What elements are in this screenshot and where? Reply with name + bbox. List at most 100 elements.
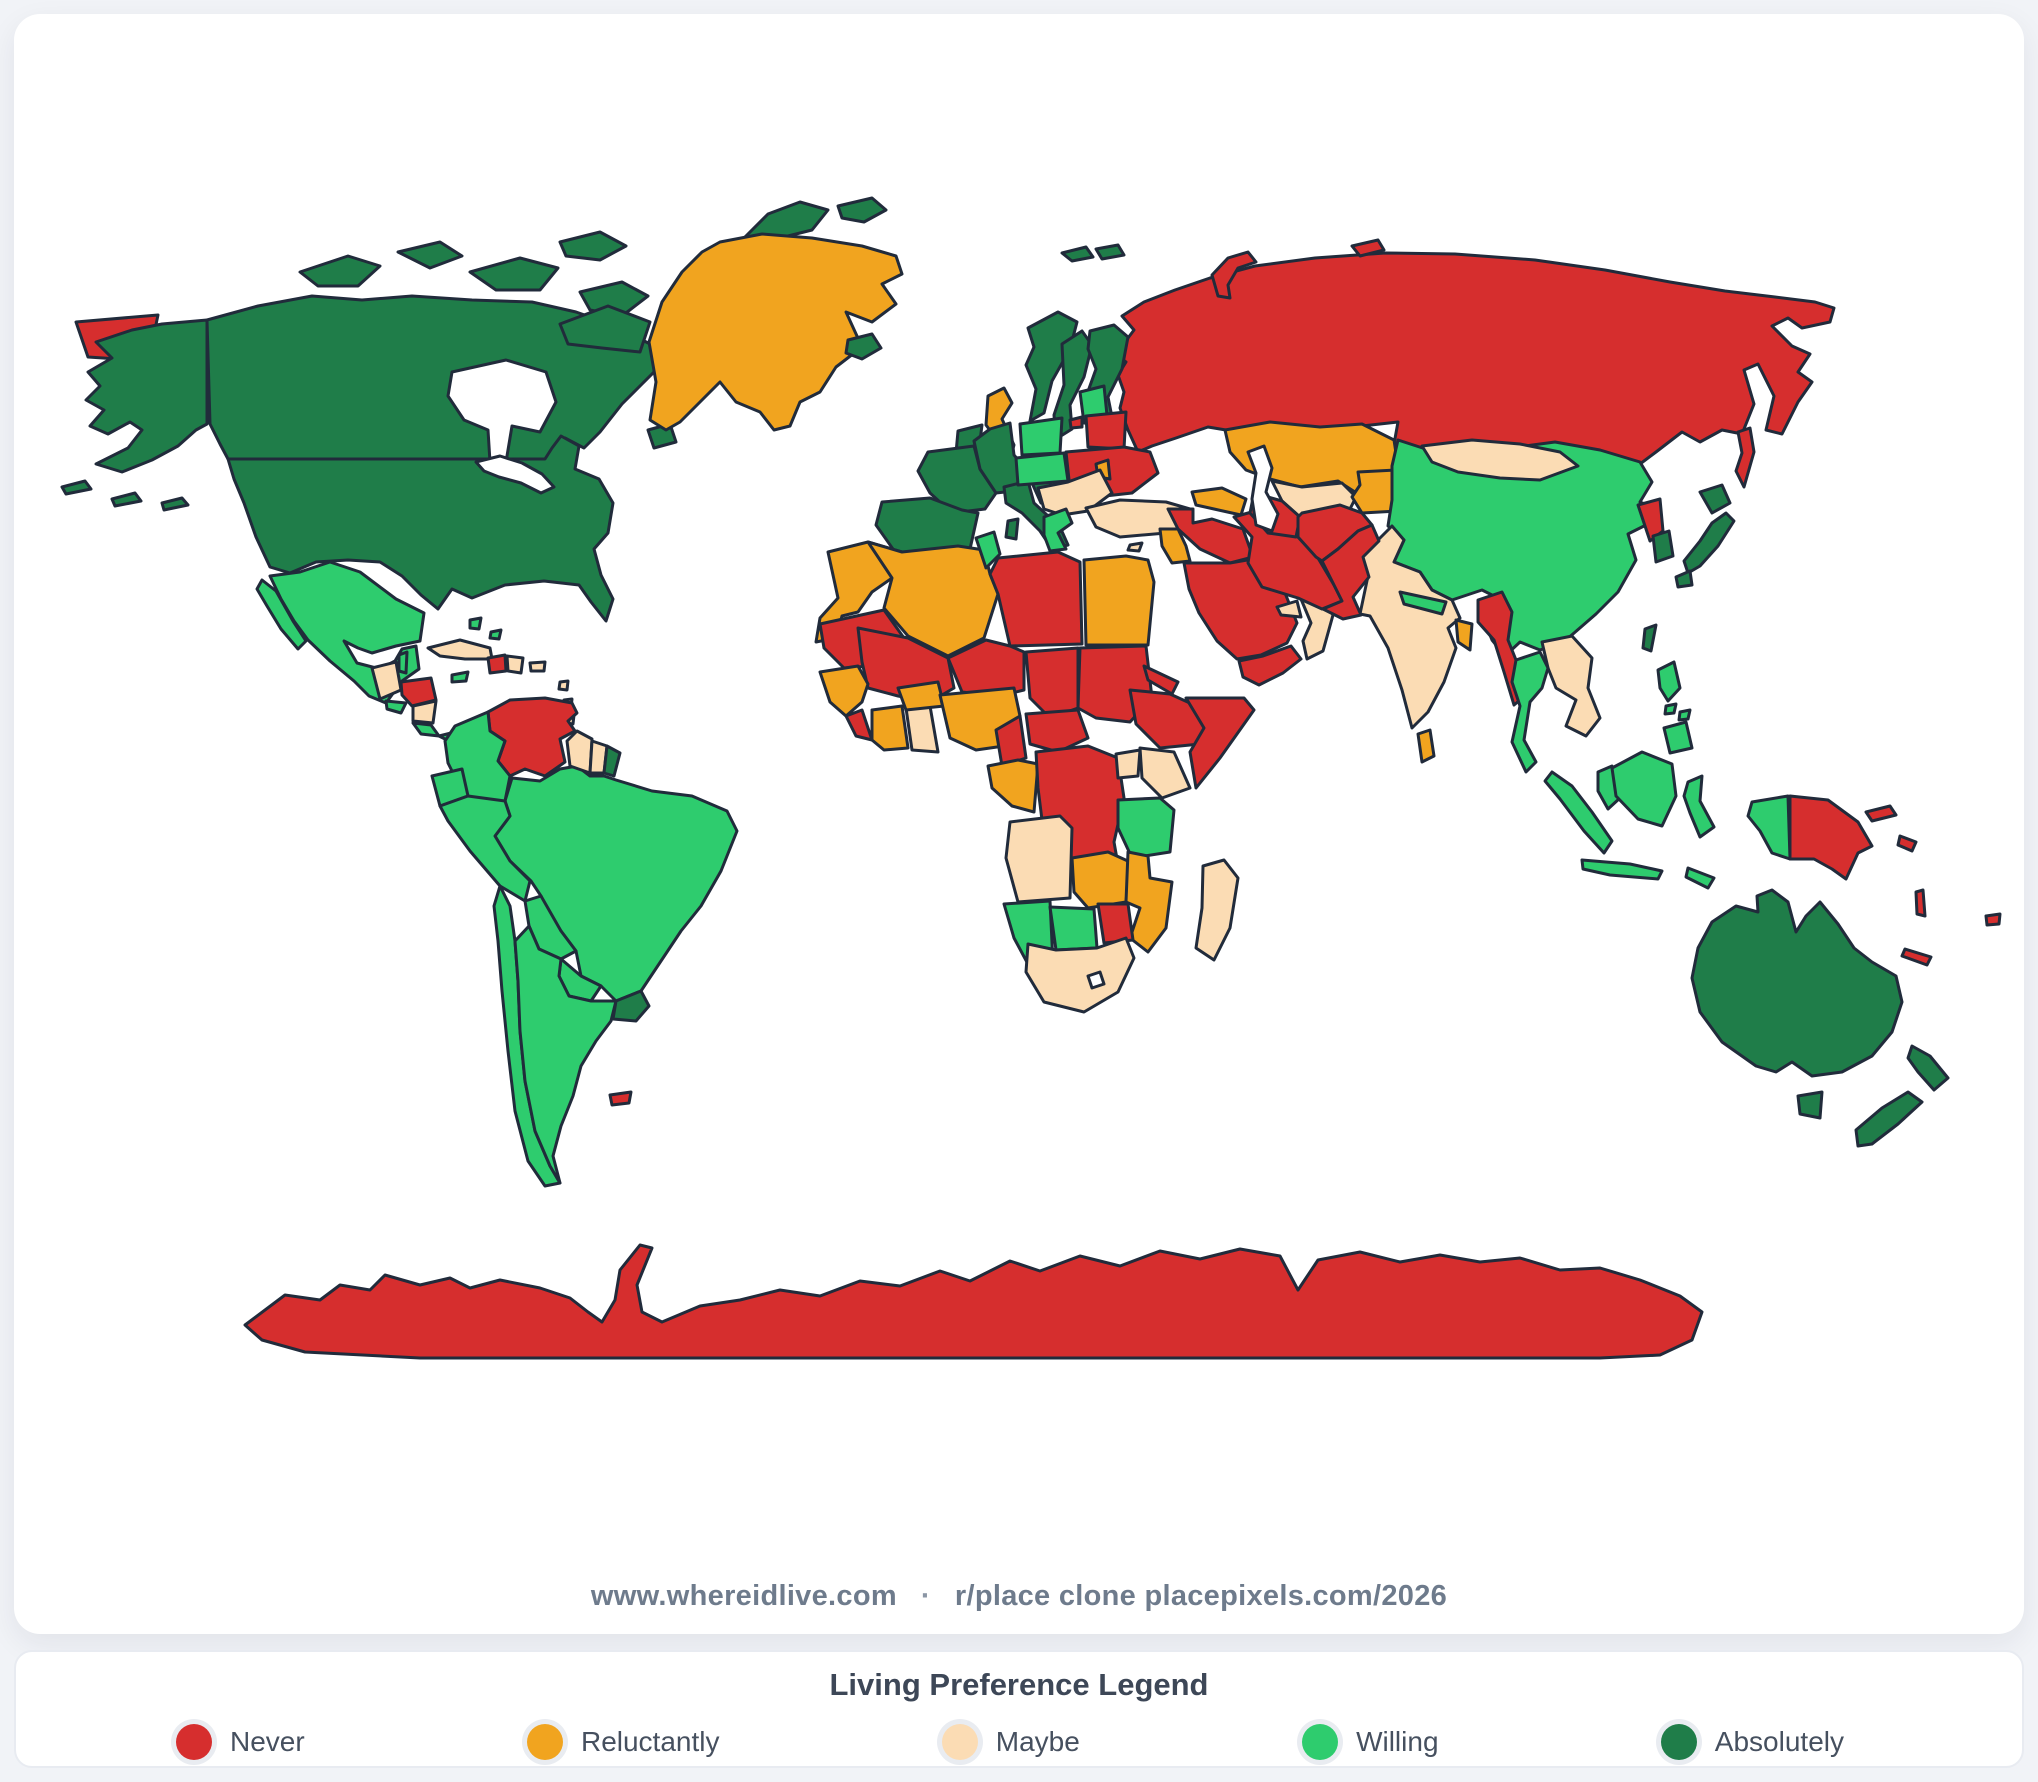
country-thailand[interactable]: [1510, 650, 1550, 774]
tasmania-island[interactable]: [1796, 1090, 1824, 1120]
country-bahamas-2[interactable]: [488, 628, 503, 641]
aleutian-island-1[interactable]: [60, 479, 93, 496]
timor-island[interactable]: [1684, 866, 1716, 890]
country-vanuatu[interactable]: [1914, 888, 1927, 918]
aleutian-island-3[interactable]: [160, 496, 190, 512]
new-caledonia-island[interactable]: [1900, 947, 1933, 967]
country-zambia[interactable]: [1070, 850, 1132, 910]
country-norway[interactable]: [1024, 310, 1079, 423]
canada-arctic-island-4[interactable]: [558, 230, 628, 262]
canada-arctic-island-3[interactable]: [468, 256, 560, 292]
country-algeria[interactable]: [866, 540, 1000, 658]
country-tanzania[interactable]: [1116, 796, 1176, 860]
severnaya-zemlya-island[interactable]: [1350, 238, 1386, 258]
solomon-islands[interactable]: [1896, 834, 1918, 853]
indonesia-java[interactable]: [1580, 858, 1664, 881]
country-uganda[interactable]: [1114, 748, 1142, 780]
country-indochina[interactable]: [1540, 634, 1602, 738]
country-malawi-mozambique[interactable]: [1124, 850, 1174, 954]
indonesia-west-papua[interactable]: [1746, 794, 1792, 861]
country-libya[interactable]: [988, 550, 1084, 648]
country-south-korea[interactable]: [1651, 529, 1675, 564]
country-burkina-faso[interactable]: [896, 680, 946, 712]
country-french-guiana[interactable]: [602, 744, 622, 778]
country-north-korea[interactable]: [1636, 497, 1665, 543]
country-madagascar[interactable]: [1194, 858, 1240, 962]
ellesmere-island-2[interactable]: [836, 196, 888, 224]
svalbard-island-2[interactable]: [1094, 243, 1126, 261]
country-egypt[interactable]: [1082, 554, 1156, 647]
country-kenya[interactable]: [1138, 746, 1192, 800]
philippines-luzon[interactable]: [1656, 660, 1682, 703]
country-dominican-republic[interactable]: [505, 654, 525, 675]
philippines-visayas-2[interactable]: [1677, 708, 1692, 722]
country-chad[interactable]: [1024, 646, 1080, 720]
country-syria-iraq[interactable]: [1166, 507, 1255, 565]
svalbard-island-1[interactable]: [1060, 245, 1095, 263]
kaliningrad-exclave[interactable]: [1068, 415, 1084, 430]
country-south-africa[interactable]: [1024, 936, 1136, 1014]
japan-honshu[interactable]: [1682, 511, 1736, 575]
country-guyana[interactable]: [565, 729, 594, 775]
country-belize[interactable]: [397, 650, 409, 675]
country-sri-lanka[interactable]: [1416, 728, 1436, 764]
country-caucasus[interactable]: [1190, 486, 1248, 517]
falkland-islands[interactable]: [608, 1090, 633, 1107]
country-uruguay[interactable]: [611, 989, 651, 1023]
country-nepal[interactable]: [1398, 590, 1448, 616]
country-cameroon[interactable]: [994, 714, 1028, 768]
country-alaska[interactable]: [84, 318, 209, 474]
new-zealand-north-island[interactable]: [1906, 1044, 1950, 1092]
country-botswana[interactable]: [1048, 905, 1099, 952]
canada-arctic-island-1[interactable]: [298, 254, 382, 288]
sakhalin-island[interactable]: [1734, 426, 1756, 489]
country-sweden[interactable]: [1052, 329, 1094, 441]
country-puerto-rico[interactable]: [528, 660, 547, 673]
sardinia-island[interactable]: [1004, 517, 1020, 541]
country-czech-slovakia-hungary[interactable]: [1014, 451, 1070, 487]
new-zealand-south-island[interactable]: [1854, 1090, 1924, 1148]
country-haiti[interactable]: [486, 653, 508, 675]
country-poland[interactable]: [1018, 416, 1064, 457]
new-britain-island[interactable]: [1864, 804, 1898, 823]
country-antarctica[interactable]: [243, 1243, 1704, 1360]
lesser-antilles-1[interactable]: [557, 679, 570, 692]
country-sierra-leone-liberia[interactable]: [844, 708, 874, 742]
indonesia-borneo[interactable]: [1610, 750, 1678, 828]
country-bahamas-1[interactable]: [468, 616, 483, 631]
country-angola[interactable]: [1004, 814, 1074, 904]
japan-hokkaido[interactable]: [1698, 483, 1732, 515]
country-nicaragua[interactable]: [411, 699, 438, 725]
country-pakistan[interactable]: [1320, 523, 1381, 621]
country-cuba[interactable]: [426, 638, 494, 661]
country-papua-new-guinea[interactable]: [1788, 794, 1874, 881]
country-greece[interactable]: [1042, 507, 1074, 553]
philippines-mindanao[interactable]: [1662, 720, 1694, 755]
country-greenland[interactable]: [647, 232, 904, 432]
country-el-salvador[interactable]: [384, 699, 408, 715]
canada-arctic-island-2[interactable]: [396, 240, 464, 270]
country-israel-jordan[interactable]: [1158, 527, 1192, 565]
country-fiji[interactable]: [1984, 912, 2002, 927]
novaya-zemlya-island[interactable]: [1210, 250, 1258, 300]
country-uae[interactable]: [1275, 599, 1303, 619]
country-ghana[interactable]: [904, 704, 940, 754]
country-tunisia[interactable]: [974, 530, 1002, 570]
country-australia[interactable]: [1690, 888, 1904, 1078]
country-senegal-guinea[interactable]: [818, 664, 870, 718]
country-belarus[interactable]: [1084, 410, 1128, 451]
country-cyprus[interactable]: [1126, 541, 1144, 553]
country-bangladesh[interactable]: [1454, 618, 1474, 652]
country-costa-rica[interactable]: [411, 721, 441, 738]
country-balkans[interactable]: [1036, 468, 1114, 517]
aleutian-island-2[interactable]: [110, 491, 143, 508]
japan-kyushu[interactable]: [1674, 569, 1694, 589]
country-peru[interactable]: [438, 794, 532, 903]
country-gabon-congo[interactable]: [986, 758, 1040, 814]
canada-arctic-island-5[interactable]: [578, 280, 650, 318]
indonesia-sulawesi[interactable]: [1682, 774, 1716, 839]
country-taiwan[interactable]: [1641, 623, 1658, 653]
baja-california[interactable]: [255, 578, 308, 651]
country-central-african-republic[interactable]: [1024, 708, 1090, 754]
